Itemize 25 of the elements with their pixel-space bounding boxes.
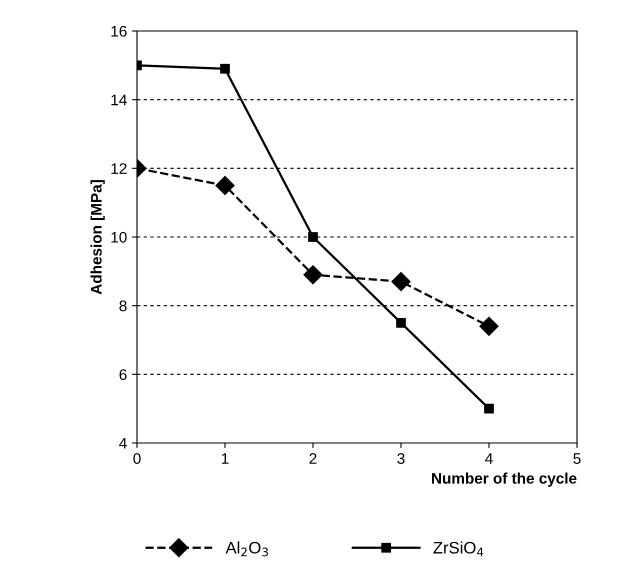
y-tick-label: 16 xyxy=(111,26,127,37)
y-tick-label: 10 xyxy=(111,232,127,243)
legend-label: Al$_{2}$O$_{3}$ xyxy=(226,541,268,556)
point xyxy=(303,265,323,284)
x-tick-label: 3 xyxy=(397,453,405,464)
x-tick-label: 2 xyxy=(310,453,316,464)
x-tick-label: 4 xyxy=(485,453,493,464)
legend-label: ZrSiO$_{4}$ xyxy=(433,541,484,556)
y-axis-title: Adhesion [MPa] xyxy=(90,180,105,294)
x-axis-title: Number of the cycle xyxy=(432,472,576,487)
y-tick-label: 8 xyxy=(119,300,127,312)
y-tick-label: 14 xyxy=(111,94,127,106)
point xyxy=(479,316,499,336)
point xyxy=(396,318,406,328)
x-tick-label: 5 xyxy=(573,453,581,464)
point xyxy=(484,404,494,414)
y-tick-label: 4 xyxy=(119,438,127,449)
point xyxy=(220,64,230,74)
point xyxy=(391,272,411,292)
point xyxy=(308,232,318,242)
x-tick-label: 0 xyxy=(133,453,141,464)
y-tick-label: 12 xyxy=(111,163,127,174)
point xyxy=(215,176,235,196)
y-tick-label: 6 xyxy=(120,369,127,380)
x-tick-label: 1 xyxy=(222,453,229,464)
